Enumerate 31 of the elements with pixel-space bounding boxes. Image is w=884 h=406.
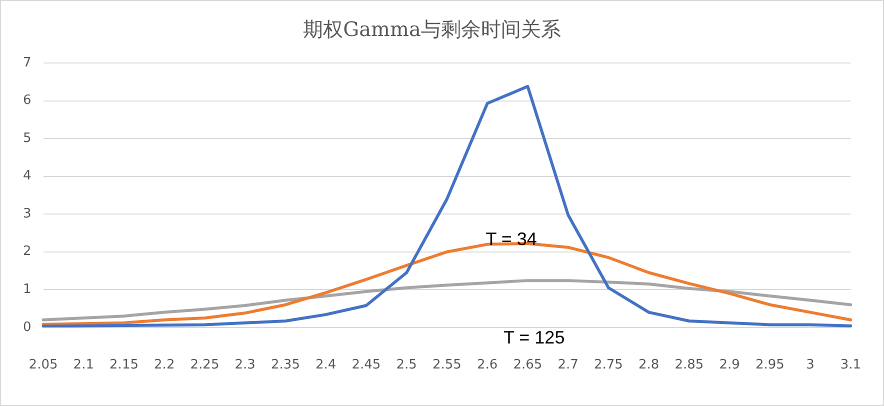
x-tick-label: 2.8 (638, 358, 660, 373)
y-tick-label: 3 (22, 206, 32, 222)
y-tick-label: 0 (22, 320, 32, 335)
x-tick-label: 2.65 (513, 358, 542, 373)
y-tick-label: 6 (22, 93, 32, 108)
x-tick-label: 2.85 (674, 358, 704, 373)
annotation: T = 125 (503, 327, 565, 348)
x-tick-label: 2.6 (476, 358, 498, 373)
y-tick-label: 2 (22, 244, 32, 260)
x-tick-label: 2.1 (73, 358, 94, 373)
x-tick-label: 2.35 (271, 358, 300, 373)
y-tick-label: 1 (22, 282, 32, 298)
x-tick-label: 2.95 (755, 358, 784, 373)
x-tick-label: 3 (806, 358, 814, 373)
y-tick-label: 7 (22, 55, 32, 70)
x-tick-label: 2.55 (432, 358, 462, 373)
x-tick-label: 2.3 (234, 358, 256, 373)
x-tick-label: 2.45 (352, 358, 381, 373)
x-tick-label: 2.15 (110, 358, 138, 373)
y-tick-label: 4 (22, 168, 32, 184)
x-tick-label: 2.75 (594, 358, 623, 373)
x-tick-label: 2.2 (154, 358, 175, 373)
y-tick-label: 5 (22, 130, 32, 146)
x-tick-label: 3.1 (840, 358, 862, 373)
x-tick-label: 2.9 (719, 358, 740, 373)
x-tick-label: 2.5 (396, 358, 417, 373)
x-tick-label: 2.4 (316, 358, 336, 373)
x-tick-label: 2.25 (190, 358, 220, 373)
x-tick-label: 2.05 (28, 358, 58, 373)
chart-title: 期权Gamma与剩余时间关系 (303, 17, 561, 42)
x-tick-label: 2.7 (558, 358, 578, 373)
